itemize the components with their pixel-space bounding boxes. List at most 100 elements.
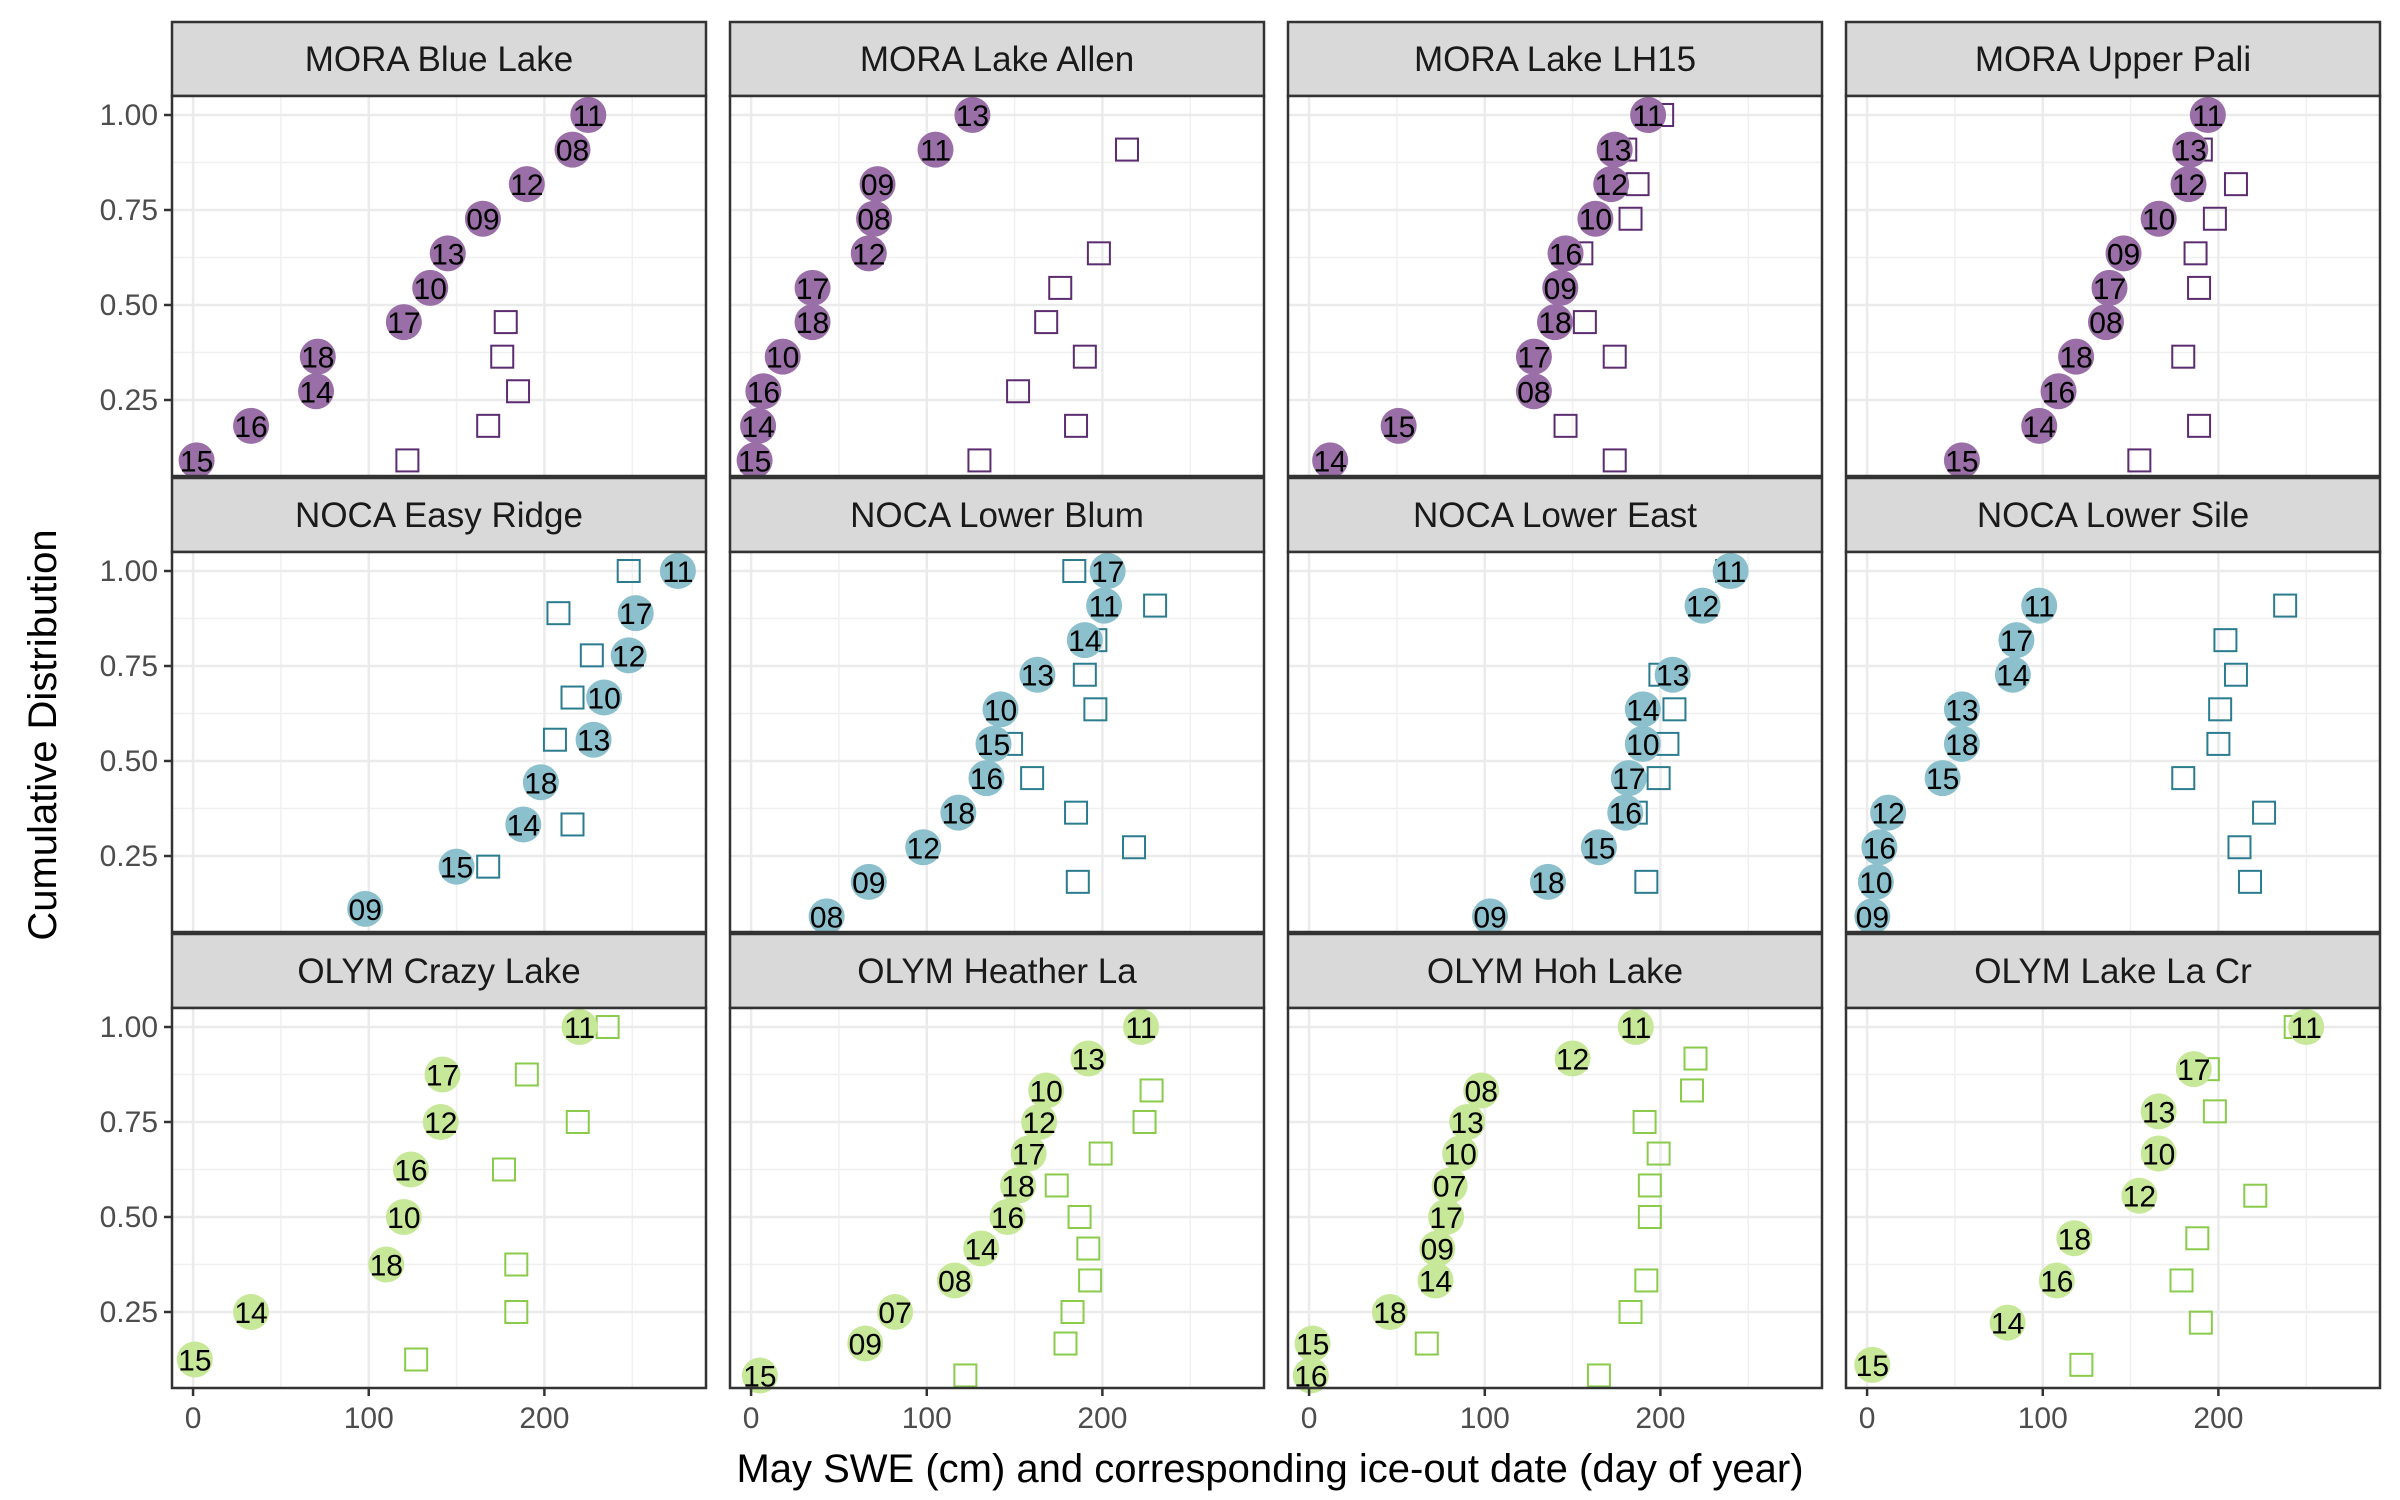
point-label: 15 bbox=[180, 445, 213, 478]
swe-point bbox=[736, 442, 773, 479]
x-tick-label: 100 bbox=[1460, 1402, 1510, 1435]
iceout-square bbox=[1006, 379, 1031, 404]
iceout-square bbox=[1143, 593, 1168, 618]
point-label: 09 bbox=[349, 894, 382, 927]
iceout-square bbox=[579, 643, 604, 668]
iceout-square bbox=[560, 685, 585, 710]
panel-title: OLYM Heather La bbox=[857, 952, 1137, 991]
point-label: 11 bbox=[920, 135, 951, 168]
swe-point bbox=[877, 1294, 914, 1330]
point-label: 09 bbox=[466, 204, 499, 237]
swe-point bbox=[561, 1009, 598, 1045]
swe-point bbox=[1019, 656, 1056, 693]
strip-background bbox=[170, 932, 708, 1010]
swe-point bbox=[2189, 97, 2226, 133]
swe-point bbox=[1630, 97, 1667, 133]
point-label: 12 bbox=[907, 832, 940, 865]
point-label: 13 bbox=[1450, 1107, 1483, 1140]
swe-point bbox=[464, 200, 501, 237]
iceout-square bbox=[1602, 344, 1627, 369]
point-label: 18 bbox=[1538, 307, 1571, 340]
point-label: 07 bbox=[878, 1297, 911, 1330]
point-label: 08 bbox=[2089, 307, 2122, 340]
iceout-square bbox=[491, 1157, 516, 1182]
swe-point bbox=[794, 304, 831, 341]
y-axis-title: Cumulative Distribution bbox=[21, 529, 65, 940]
point-label: 17 bbox=[1012, 1139, 1045, 1172]
x-tick-label: 0 bbox=[185, 1402, 202, 1435]
swe-point bbox=[575, 721, 612, 758]
swe-point bbox=[1857, 863, 1894, 900]
swe-point bbox=[1577, 200, 1614, 237]
iceout-square bbox=[1637, 1205, 1662, 1229]
iceout-square bbox=[2252, 800, 2277, 825]
swe-point bbox=[850, 235, 887, 272]
point-label: 18 bbox=[796, 307, 829, 340]
swe-point bbox=[1547, 235, 1584, 272]
iceout-square bbox=[1048, 275, 1073, 300]
point-label: 09 bbox=[1544, 273, 1577, 306]
swe-point bbox=[1010, 1135, 1047, 1172]
plot-background bbox=[1288, 1008, 1822, 1388]
point-label: 08 bbox=[556, 135, 589, 168]
point-label: 18 bbox=[1945, 729, 1978, 762]
iceout-square bbox=[504, 1300, 529, 1324]
swe-point bbox=[1684, 587, 1721, 624]
point-label: 18 bbox=[2059, 342, 2092, 375]
point-label: 18 bbox=[1531, 867, 1564, 900]
swe-point bbox=[963, 1230, 1000, 1267]
iceout-square bbox=[490, 344, 515, 369]
swe-point bbox=[1066, 622, 1103, 659]
point-label: 12 bbox=[1871, 798, 1904, 831]
swe-point bbox=[1515, 373, 1552, 410]
iceout-square bbox=[493, 310, 518, 335]
swe-point bbox=[1943, 442, 1980, 479]
swe-point bbox=[1537, 304, 1573, 341]
swe-point bbox=[1854, 898, 1891, 935]
panel-border bbox=[1286, 94, 1824, 478]
swe-point bbox=[392, 1151, 429, 1188]
point-label: 16 bbox=[2042, 376, 2075, 409]
swe-point bbox=[1294, 1325, 1331, 1362]
strip-background bbox=[170, 476, 708, 554]
x-tick-label: 100 bbox=[2018, 1402, 2068, 1435]
iceout-square bbox=[2238, 869, 2263, 894]
swe-point bbox=[856, 200, 893, 237]
point-label: 17 bbox=[1612, 763, 1645, 796]
swe-point bbox=[617, 595, 654, 632]
y-tick-label: 0.75 bbox=[100, 1106, 158, 1139]
swe-point bbox=[1123, 1009, 1160, 1045]
point-label: 14 bbox=[1626, 694, 1659, 727]
swe-point bbox=[850, 863, 887, 900]
swe-point bbox=[1580, 829, 1617, 866]
point-label: 08 bbox=[857, 204, 890, 237]
point-label: 15 bbox=[178, 1345, 211, 1378]
panel: OLYM Heather La1509070814161817121013110… bbox=[728, 932, 1266, 1435]
swe-point bbox=[1861, 829, 1898, 866]
swe-point bbox=[1994, 656, 2031, 693]
iceout-square bbox=[1646, 766, 1671, 791]
y-tick-label: 0.50 bbox=[100, 1201, 158, 1234]
iceout-square bbox=[1078, 1268, 1103, 1293]
panel-border bbox=[1286, 1006, 1824, 1390]
panel-title: MORA Lake Allen bbox=[860, 40, 1134, 79]
iceout-square bbox=[2273, 593, 2298, 618]
iceout-square bbox=[1044, 1173, 1069, 1198]
panel-border bbox=[170, 1006, 708, 1390]
swe-point bbox=[422, 1104, 459, 1140]
iceout-square bbox=[1034, 310, 1059, 335]
swe-point bbox=[808, 898, 845, 935]
iceout-square bbox=[1602, 448, 1627, 473]
point-label: 13 bbox=[1598, 135, 1631, 168]
panel-title: OLYM Lake La Cr bbox=[1974, 952, 2252, 991]
swe-point bbox=[2140, 1093, 2177, 1130]
swe-point bbox=[429, 235, 466, 272]
panel-title: MORA Upper Pali bbox=[1975, 40, 2251, 79]
swe-point bbox=[554, 131, 591, 168]
point-label: 10 bbox=[766, 342, 799, 375]
point-label: 12 bbox=[2172, 169, 2205, 202]
swe-point bbox=[1428, 1199, 1465, 1235]
iceout-square bbox=[1632, 1110, 1657, 1134]
swe-point bbox=[1617, 1009, 1654, 1045]
